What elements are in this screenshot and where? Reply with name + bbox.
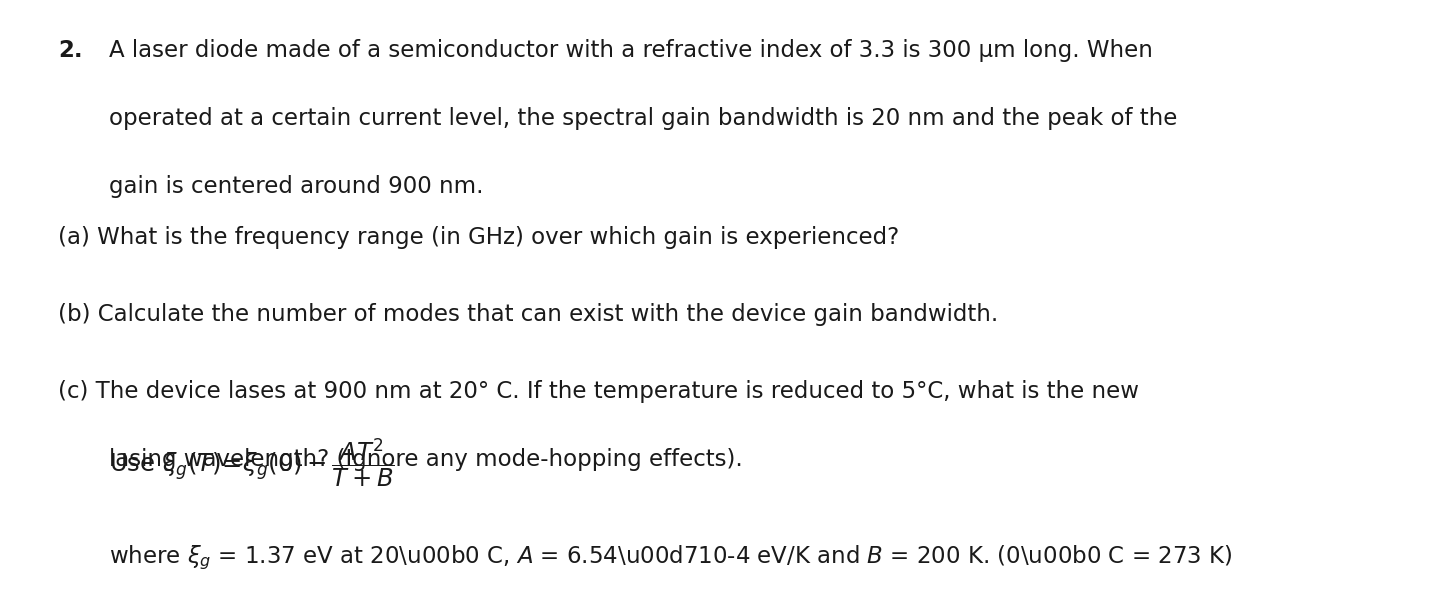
Text: where $\xi_g$ = 1.37 eV at 20\u00b0 C, $A$ = 6.54\u00d710-4 eV/K and $B$ = 200 K: where $\xi_g$ = 1.37 eV at 20\u00b0 C, $… bbox=[109, 544, 1232, 572]
Text: (c) The device lases at 900 nm at 20° C. If the temperature is reduced to 5°C, w: (c) The device lases at 900 nm at 20° C.… bbox=[58, 380, 1139, 403]
Text: lasing wavelength? (Ignore any mode-hopping effects).: lasing wavelength? (Ignore any mode-hopp… bbox=[109, 448, 744, 472]
Text: Use $\xi_g(T)\!=\!\xi_g(0)-\dfrac{AT^2}{T+B}$: Use $\xi_g(T)\!=\!\xi_g(0)-\dfrac{AT^2}{… bbox=[109, 437, 396, 489]
Text: gain is centered around 900 nm.: gain is centered around 900 nm. bbox=[109, 175, 483, 198]
Text: (b) Calculate the number of modes that can exist with the device gain bandwidth.: (b) Calculate the number of modes that c… bbox=[58, 303, 998, 326]
Text: 2.: 2. bbox=[58, 39, 83, 62]
Text: operated at a certain current level, the spectral gain bandwidth is 20 nm and th: operated at a certain current level, the… bbox=[109, 107, 1177, 130]
Text: A laser diode made of a semiconductor with a refractive index of 3.3 is 300 μm l: A laser diode made of a semiconductor wi… bbox=[109, 39, 1152, 62]
Text: (a) What is the frequency range (in GHz) over which gain is experienced?: (a) What is the frequency range (in GHz)… bbox=[58, 226, 899, 249]
